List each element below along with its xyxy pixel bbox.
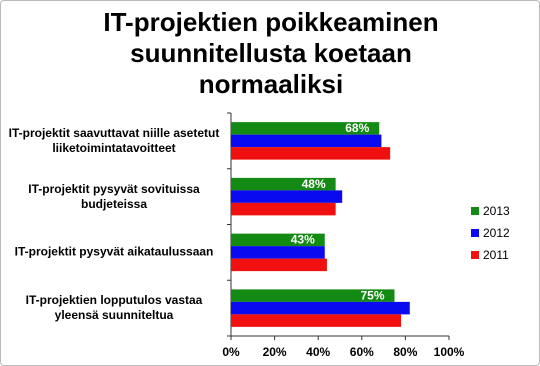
x-tick-label: 60% (350, 345, 374, 359)
bar (231, 233, 325, 247)
x-tick-label: 20% (263, 345, 287, 359)
x-tick-label: 80% (393, 345, 417, 359)
legend-swatch (471, 229, 479, 237)
legend-label: 2011 (483, 248, 509, 262)
chart-title: IT-projektien poikkeaminen suunnitellust… (103, 7, 439, 99)
legend-label: 2013 (483, 204, 510, 218)
bar (231, 258, 327, 272)
value-label: 68% (345, 121, 369, 135)
category-label: IT-projektit pysyvät sovituissa budjetei… (28, 181, 200, 211)
x-tick-label: 40% (306, 345, 330, 359)
bar (231, 134, 382, 148)
value-label: 75% (360, 288, 384, 302)
bar (231, 122, 380, 135)
legend-label: 2012 (483, 226, 510, 240)
bar (231, 289, 395, 302)
bar (231, 177, 336, 191)
bar (231, 314, 402, 327)
legend-swatch (471, 207, 479, 215)
bar (231, 246, 325, 259)
category-label: IT-projektit pysyvät aikataulussaan (14, 244, 214, 259)
category-label: IT-projektien lopputulos vastaa yleensä … (25, 293, 203, 323)
value-label: 43% (291, 233, 315, 247)
x-tick-label: 100% (434, 345, 465, 359)
bar (231, 202, 336, 216)
legend-swatch (471, 251, 479, 259)
bar (231, 147, 391, 160)
category-label: IT-projektit saavuttavat niille asetetut… (8, 125, 220, 155)
bar (231, 190, 343, 203)
x-tick-label: 0% (222, 345, 240, 359)
bar (231, 301, 410, 315)
value-label: 48% (302, 177, 326, 191)
